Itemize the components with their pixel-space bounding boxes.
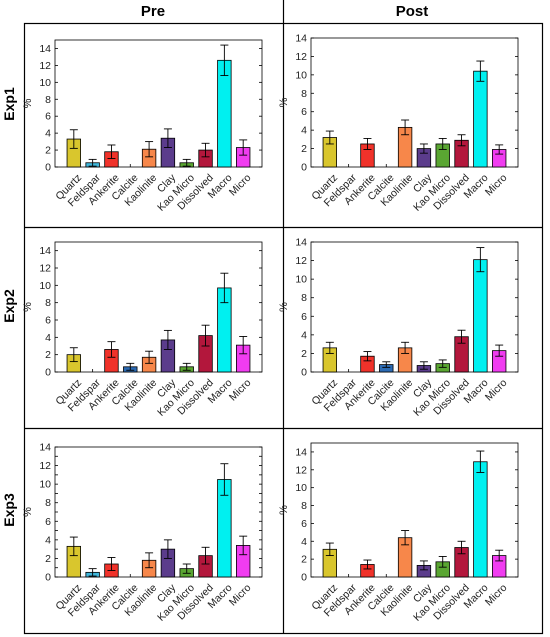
y-tick-label: 12 <box>295 51 307 63</box>
panel-exp3-pre: 02468101214%QuartzFeldsparAnkeriteCalcit… <box>22 442 263 624</box>
x-tick-label-micro: Micro <box>483 582 510 609</box>
x-tick-label-micro: Micro <box>483 172 510 199</box>
panel-exp1-post: 02468101214%QuartzFeldsparAnkeriteCalcit… <box>278 33 519 214</box>
y-tick-label: 8 <box>45 94 51 106</box>
y-tick-label: 4 <box>301 329 307 341</box>
y-tick-label: 2 <box>45 145 51 157</box>
y-tick-label: 0 <box>45 367 51 379</box>
y-tick-label: 4 <box>301 536 307 548</box>
y-tick-label: 14 <box>39 442 51 454</box>
column-title-pre: Pre <box>141 3 165 20</box>
y-tick-label: 4 <box>45 534 51 546</box>
y-tick-label: 0 <box>301 572 307 584</box>
y-tick-label: 8 <box>45 497 51 509</box>
y-tick-label: 14 <box>295 33 307 45</box>
row-title-exp2: Exp2 <box>1 289 17 323</box>
y-tick-label: 10 <box>39 280 51 292</box>
y-tick-label: 6 <box>45 315 51 327</box>
x-tick-label-micro: Micro <box>483 377 510 404</box>
y-tick-label: 4 <box>45 332 51 344</box>
y-tick-label: 2 <box>45 553 51 565</box>
y-tick-label: 10 <box>39 479 51 491</box>
y-axis-label: % <box>22 98 34 108</box>
y-tick-label: 12 <box>295 255 307 267</box>
y-tick-label: 6 <box>301 518 307 530</box>
y-axis-label: % <box>278 97 290 107</box>
y-axis-label: % <box>22 507 34 517</box>
column-title-post: Post <box>396 3 429 20</box>
y-axis-label: % <box>278 505 290 515</box>
y-tick-label: 14 <box>295 237 307 249</box>
y-tick-label: 0 <box>45 572 51 584</box>
y-tick-label: 14 <box>39 43 51 55</box>
y-tick-label: 12 <box>39 60 51 72</box>
row-title-exp1: Exp1 <box>1 87 17 121</box>
y-tick-label: 2 <box>301 554 307 566</box>
y-tick-label: 8 <box>301 88 307 100</box>
y-tick-label: 8 <box>301 500 307 512</box>
panel-exp3-post: 02468101214%QuartzFeldsparAnkeriteCalcit… <box>278 442 519 624</box>
y-tick-label: 10 <box>295 69 307 81</box>
x-tick-label-micro: Micro <box>227 172 254 199</box>
x-tick-label-micro: Micro <box>227 582 254 609</box>
y-tick-label: 0 <box>45 162 51 174</box>
y-tick-label: 6 <box>301 106 307 118</box>
y-tick-label: 10 <box>295 482 307 494</box>
bar-macro <box>473 70 488 168</box>
y-tick-label: 14 <box>295 446 307 458</box>
bar-macro <box>473 259 488 373</box>
y-tick-label: 14 <box>39 245 51 257</box>
y-tick-label: 0 <box>301 162 307 174</box>
y-tick-label: 6 <box>301 311 307 323</box>
y-tick-label: 4 <box>45 128 51 140</box>
y-tick-label: 12 <box>39 263 51 275</box>
bar-macro <box>217 59 232 168</box>
chart-panels: 02468101214%QuartzFeldsparAnkeriteCalcit… <box>22 33 519 624</box>
row-title-exp3: Exp3 <box>1 493 17 527</box>
y-tick-label: 2 <box>301 143 307 155</box>
panel-exp2-pre: 02468101214%QuartzFeldsparAnkeriteCalcit… <box>22 241 263 419</box>
y-tick-label: 10 <box>295 274 307 286</box>
y-tick-label: 10 <box>39 77 51 89</box>
y-tick-label: 6 <box>45 111 51 123</box>
y-tick-label: 4 <box>301 125 307 137</box>
y-tick-label: 12 <box>39 460 51 472</box>
y-tick-label: 12 <box>295 464 307 476</box>
bar-macro <box>473 461 488 578</box>
panel-exp2-post: 02468101214%QuartzFeldsparAnkeriteCalcit… <box>278 237 519 419</box>
y-tick-label: 2 <box>301 348 307 360</box>
y-tick-label: 0 <box>301 367 307 379</box>
panel-exp1-pre: 02468101214%QuartzFeldsparAnkeriteCalcit… <box>22 39 263 214</box>
y-axis-label: % <box>22 302 34 312</box>
y-tick-label: 8 <box>301 292 307 304</box>
y-tick-label: 6 <box>45 516 51 528</box>
x-tick-label-micro: Micro <box>227 377 254 404</box>
y-tick-label: 2 <box>45 349 51 361</box>
y-tick-label: 8 <box>45 297 51 309</box>
y-axis-label: % <box>278 302 290 312</box>
